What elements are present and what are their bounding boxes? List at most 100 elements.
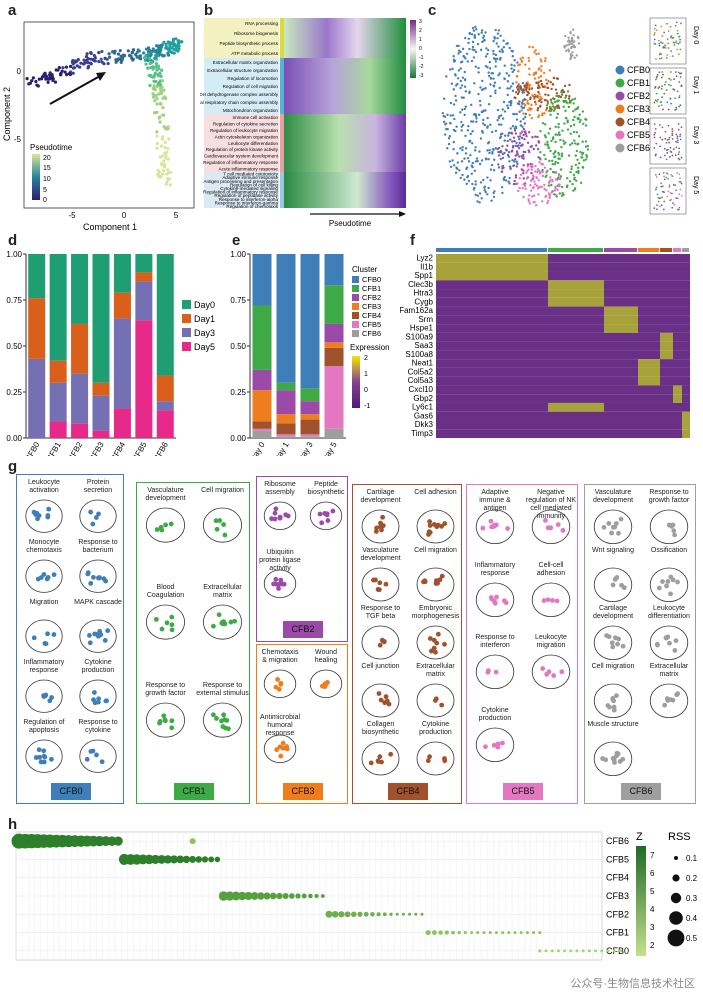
watermark: 公众号·生物信息技术社区 (570, 978, 695, 990)
network-node (101, 576, 107, 582)
umap-cell (479, 137, 483, 140)
day-cell (656, 193, 659, 196)
trajectory-cell (160, 91, 164, 95)
heatmap-cell (638, 280, 660, 290)
gene-label: Col5a3 (408, 376, 434, 385)
heatmap-cell (436, 315, 548, 325)
umap-cell (510, 85, 513, 88)
trajectory-cell (149, 52, 153, 57)
trajectory-cell (157, 175, 161, 179)
network-node (611, 698, 617, 704)
umap-cell (449, 101, 453, 105)
day-cell (679, 41, 681, 44)
umap-cell (537, 140, 540, 143)
day-cell (668, 83, 670, 86)
umap-cell (573, 97, 577, 100)
term-network (361, 741, 400, 776)
trajectory-cell (158, 155, 162, 159)
bar-segment-cfb3 (324, 342, 344, 348)
term-group-bg (204, 172, 279, 208)
umap-cell (554, 150, 557, 153)
network-outline (263, 501, 297, 530)
network-node (433, 581, 439, 586)
network-outline (263, 734, 297, 763)
day-cell (669, 36, 672, 38)
day-cell (675, 106, 678, 109)
umap-cell (584, 140, 588, 143)
day-cell (674, 109, 677, 111)
day-cell (676, 48, 678, 51)
umap-cell (566, 128, 570, 131)
bar-segment-cfb3 (252, 390, 272, 422)
day-cell (655, 153, 657, 156)
trajectory-cell (155, 141, 160, 146)
day-cell (672, 202, 674, 205)
bar-segment-day3 (28, 358, 46, 438)
umap-cell (505, 42, 508, 46)
trajectory-cell (113, 49, 117, 53)
umap-cell (514, 126, 518, 130)
day-cell (662, 108, 664, 111)
network-node (664, 583, 669, 589)
regulon-dot (314, 893, 319, 899)
term-network (25, 679, 63, 713)
umap-cell (462, 96, 465, 99)
umap-cell (494, 91, 497, 95)
umap-cell (522, 183, 525, 186)
umap-cell (499, 34, 502, 38)
trajectory-cell (158, 50, 162, 54)
network-node (42, 754, 48, 760)
umap-cell (529, 108, 532, 111)
network-outline (475, 582, 515, 617)
day-cell (676, 29, 679, 32)
heatmap-cell (673, 306, 682, 316)
heatmap-cell (638, 271, 660, 281)
umap-cell (498, 72, 501, 75)
trajectory-cell (165, 127, 170, 131)
gene-label: Spp1 (414, 271, 433, 280)
heatmap-cell (436, 254, 548, 263)
umap-cell (571, 98, 574, 101)
umap-cell (480, 88, 484, 91)
network-node (545, 525, 551, 531)
umap-cell (555, 116, 558, 119)
heatmap-cell (604, 289, 638, 298)
term-network (309, 669, 343, 698)
umap-cell (530, 144, 533, 148)
network-node (491, 524, 496, 529)
heatmap-cell (548, 376, 604, 386)
heatmap-cell (436, 376, 548, 386)
day-cell (675, 75, 678, 78)
network-node (601, 524, 607, 530)
day-cell (665, 149, 668, 152)
umap-cell (554, 140, 557, 144)
umap-cell (471, 130, 474, 133)
trajectory-cell (67, 72, 71, 76)
day-cell (677, 122, 680, 125)
network-outline (309, 669, 343, 698)
regulon-dot-plot: CFB6CFB5CFB4CFB3CFB2CFB1CFB0Z765432RSS0.… (11, 831, 698, 961)
umap-cell (493, 158, 496, 161)
regulon-dot (182, 855, 191, 864)
umap-cell (461, 123, 465, 127)
umap-cell (511, 146, 515, 149)
umap-cell (492, 52, 495, 56)
day-cell (667, 124, 670, 127)
go-term-label: Adaptive immune & antigen (479, 489, 511, 512)
day-cell (667, 108, 670, 111)
go-term-label: Antigen processing and presentation (203, 179, 278, 184)
umap-cell (550, 191, 553, 194)
network-node (379, 637, 385, 643)
panel-label-g: g (8, 458, 18, 475)
day-cell (675, 133, 678, 136)
umap-cell (539, 95, 542, 98)
term-network (416, 509, 455, 544)
heatmap-cell (673, 350, 682, 360)
umap-cell (540, 65, 543, 68)
network-node (211, 624, 216, 629)
regulon-dot (231, 891, 241, 901)
heatmap-cell (638, 411, 660, 421)
day-cell (678, 151, 680, 153)
bar-segment-cfb4 (252, 421, 272, 429)
umap-cell (522, 88, 525, 91)
